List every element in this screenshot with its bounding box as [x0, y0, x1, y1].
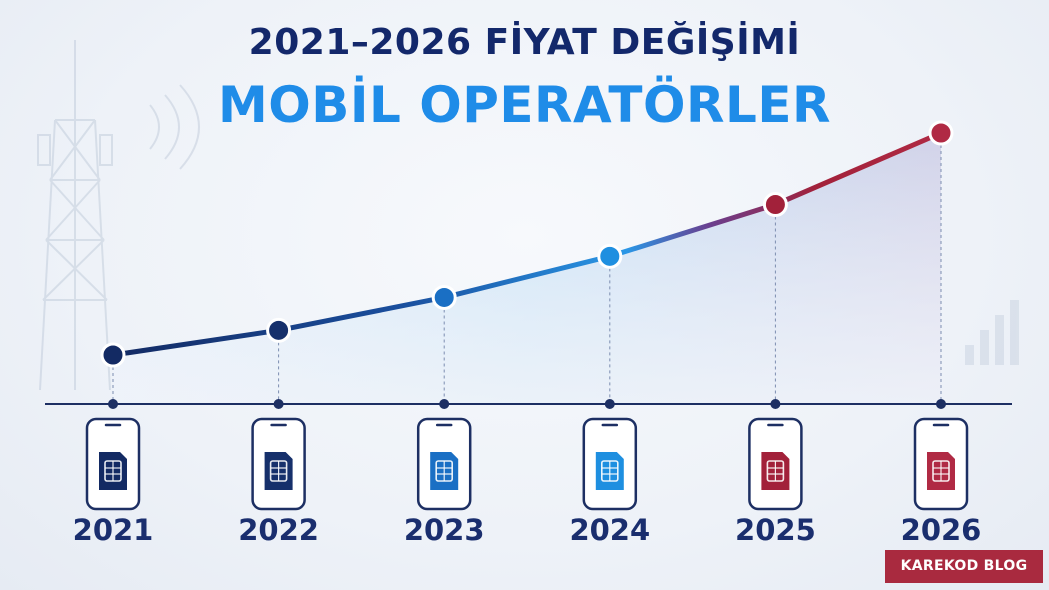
phone-sim-icon	[416, 417, 472, 511]
brand-badge: KAREKOD BLOG	[885, 550, 1043, 583]
axis-tick-2023	[439, 399, 450, 409]
x-tick-label: 2022	[238, 513, 319, 547]
area-fill	[113, 133, 941, 404]
series-path	[110, 130, 944, 358]
data-point-2022	[266, 317, 292, 343]
cell-tower-icon	[37, 40, 200, 391]
chart-subtitle: MOBİL OPERATÖRLER	[218, 76, 831, 134]
axis-tick-2026	[936, 399, 946, 409]
data-point-2026	[928, 120, 954, 146]
phone-sim-icon	[251, 417, 306, 511]
axis-tick-2022	[273, 399, 284, 409]
signal-bars-icon	[965, 300, 1019, 365]
chart-title: 2021–2026 FİYAT DEĞİŞİMİ	[248, 22, 801, 63]
year-icons	[85, 417, 969, 511]
series-line	[110, 130, 944, 358]
x-tick-label: 2026	[900, 513, 982, 547]
x-tick-label: 2021	[72, 513, 154, 547]
phone-sim-icon	[913, 417, 969, 511]
data-point-2023	[431, 284, 457, 310]
phone-sim-icon	[85, 417, 141, 511]
axis-tick-2021	[108, 399, 118, 409]
axis-tick-2025	[770, 399, 781, 409]
data-point-2021	[100, 342, 126, 368]
area-fade	[113, 133, 941, 404]
x-tick-label: 2024	[569, 513, 651, 547]
data-point-2025	[762, 192, 788, 218]
data-points	[100, 120, 954, 409]
data-point-2024	[597, 243, 623, 269]
axis-tick-2024	[604, 399, 615, 409]
phone-sim-icon	[748, 417, 803, 511]
x-tick-label: 2025	[735, 513, 816, 547]
x-tick-label: 2023	[403, 513, 485, 547]
phone-sim-icon	[582, 417, 638, 511]
